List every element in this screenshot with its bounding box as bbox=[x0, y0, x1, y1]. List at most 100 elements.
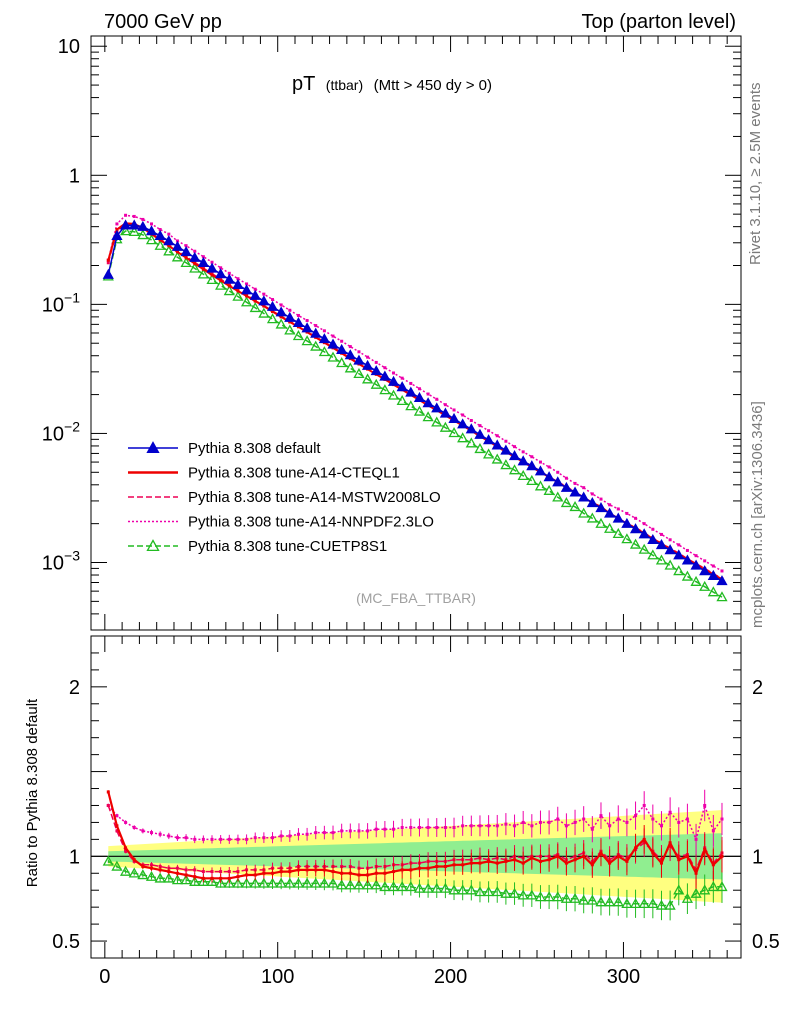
data-point bbox=[227, 271, 231, 275]
data-point bbox=[448, 884, 460, 895]
data-point bbox=[115, 222, 119, 226]
data-point bbox=[253, 287, 257, 291]
data-point bbox=[439, 882, 451, 893]
data-point bbox=[132, 214, 136, 218]
y-tick-label: 1 bbox=[69, 165, 80, 187]
data-point bbox=[673, 549, 685, 560]
ratio-data-point bbox=[305, 832, 309, 836]
x-tick-label: 300 bbox=[607, 966, 640, 988]
data-point bbox=[439, 407, 451, 418]
data-point bbox=[457, 432, 469, 443]
ratio-data-point bbox=[175, 866, 179, 870]
data-point bbox=[487, 429, 491, 433]
ratio-data-point bbox=[478, 861, 482, 865]
data-point bbox=[638, 897, 650, 909]
data-point bbox=[111, 229, 123, 241]
data-point bbox=[703, 559, 707, 563]
data-point bbox=[664, 559, 676, 570]
ratio-data-point bbox=[616, 817, 620, 821]
data-point bbox=[396, 381, 408, 392]
data-point bbox=[197, 875, 209, 886]
data-point bbox=[102, 268, 114, 279]
ratio-data-point bbox=[227, 876, 231, 880]
data-point bbox=[124, 213, 128, 217]
data-point bbox=[292, 316, 305, 328]
data-point bbox=[681, 570, 694, 581]
data-point bbox=[621, 533, 633, 544]
ratio-data-point bbox=[547, 820, 551, 824]
header-left-label: 7000 GeV pp bbox=[104, 11, 222, 33]
data-point bbox=[405, 880, 417, 892]
legend-label-0: Pythia 8.308 default bbox=[188, 440, 321, 457]
data-point bbox=[201, 255, 205, 259]
ratio-data-point bbox=[340, 829, 344, 833]
data-point bbox=[530, 455, 534, 459]
data-point bbox=[141, 217, 145, 221]
data-point bbox=[707, 586, 719, 597]
ratio-data-point bbox=[288, 870, 292, 874]
ratio-data-point bbox=[279, 834, 283, 838]
data-point bbox=[353, 354, 365, 365]
ratio-data-point bbox=[150, 863, 154, 867]
data-point bbox=[552, 476, 564, 487]
data-point bbox=[465, 423, 477, 434]
data-point bbox=[232, 290, 244, 301]
data-point bbox=[206, 262, 218, 273]
data-point bbox=[457, 884, 469, 895]
ratio-data-point bbox=[720, 854, 724, 858]
ratio-data-point bbox=[253, 873, 257, 877]
data-point bbox=[405, 400, 417, 411]
ratio-data-point bbox=[124, 820, 128, 824]
ratio-data-point bbox=[175, 836, 179, 840]
data-point bbox=[310, 327, 322, 338]
ratio-data-point bbox=[426, 826, 430, 830]
data-point bbox=[673, 565, 685, 576]
y-tick-label: 10−1 bbox=[42, 289, 80, 316]
ratio-data-point bbox=[262, 836, 266, 840]
data-point bbox=[271, 310, 275, 314]
ratio-data-point bbox=[236, 837, 240, 841]
ratio-data-point bbox=[150, 866, 154, 870]
ratio-data-point bbox=[608, 861, 612, 865]
data-point bbox=[612, 512, 624, 523]
data-point bbox=[240, 877, 253, 888]
data-point bbox=[232, 278, 244, 289]
data-point bbox=[137, 229, 149, 240]
data-point bbox=[357, 350, 361, 354]
ratio-data-point bbox=[271, 836, 275, 840]
data-point bbox=[417, 387, 421, 391]
data-point bbox=[379, 880, 391, 892]
ratio-data-point bbox=[314, 831, 318, 835]
data-point bbox=[564, 476, 568, 480]
rivet-label: Rivet 3.1.10, ≥ 2.5M events bbox=[747, 83, 764, 266]
ratio-data-point bbox=[374, 871, 378, 875]
data-point bbox=[491, 453, 503, 464]
data-point bbox=[642, 522, 646, 526]
data-point bbox=[146, 441, 160, 454]
data-point bbox=[145, 234, 158, 245]
ratio-data-point bbox=[720, 817, 724, 821]
data-point bbox=[240, 296, 253, 307]
ratio-data-point bbox=[383, 827, 387, 831]
data-point bbox=[193, 262, 197, 266]
ratio-data-point bbox=[409, 826, 413, 830]
data-point bbox=[322, 329, 326, 333]
plot-title-rest: (Mtt > 450 dy > 0) bbox=[374, 77, 492, 94]
data-point bbox=[271, 298, 275, 302]
data-point bbox=[616, 507, 620, 511]
data-point bbox=[431, 416, 443, 427]
ratio-data-point bbox=[625, 820, 629, 824]
data-point bbox=[478, 424, 482, 428]
data-point bbox=[150, 222, 154, 226]
ratio-data-point bbox=[340, 871, 344, 875]
data-point bbox=[146, 539, 160, 552]
ratio-data-point bbox=[634, 814, 638, 818]
ratio-data-point bbox=[521, 861, 525, 865]
data-point bbox=[409, 381, 413, 385]
data-point bbox=[219, 266, 223, 270]
data-point bbox=[526, 474, 538, 485]
data-point bbox=[634, 516, 638, 520]
data-point bbox=[154, 239, 166, 250]
y-tick-label: 10−2 bbox=[42, 418, 80, 445]
data-point bbox=[517, 889, 529, 900]
